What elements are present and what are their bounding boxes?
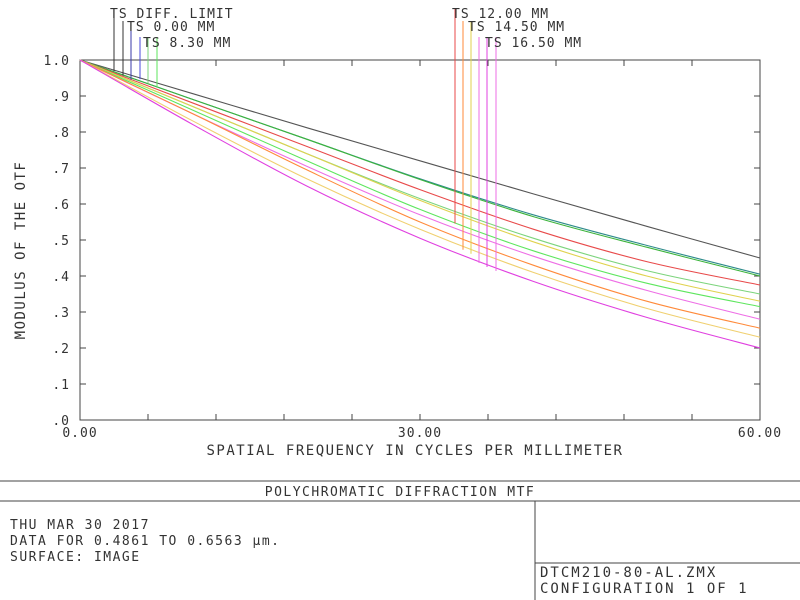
y-tick-label: .5: [52, 234, 70, 249]
footer-file-name: DTCM210-80-AL.ZMX: [540, 565, 718, 581]
y-tick-label: .4: [52, 270, 70, 285]
y-tick-label: .7: [52, 162, 70, 177]
y-tick-label: .0: [52, 414, 70, 429]
footer-date: THU MAR 30 2017: [10, 518, 150, 533]
legend-label: TS 8.30 MM: [143, 36, 231, 51]
y-tick-label: .9: [52, 90, 70, 105]
series-line-10: [79, 59, 761, 338]
legend-label: TS 14.50 MM: [468, 20, 565, 35]
chart-title: POLYCHROMATIC DIFFRACTION MTF: [265, 485, 535, 500]
x-tick-label: 60.00: [738, 426, 782, 441]
plot-frame: [79, 59, 761, 421]
series-line-1: [79, 59, 761, 259]
footer-data-range: DATA FOR 0.4861 TO 0.6563 µm.: [10, 534, 281, 549]
y-tick-label: .8: [52, 126, 70, 141]
y-tick-label: .2: [52, 342, 70, 357]
legend-label: TS 12.00 MM: [452, 7, 549, 22]
y-tick-label: 1.0: [44, 54, 70, 69]
series-line-9: [79, 59, 761, 329]
series-line-6: [79, 59, 761, 302]
y-axis-label: MODULUS OF THE OTF: [13, 161, 29, 340]
legend-label: TS 16.50 MM: [485, 36, 582, 51]
legend-label: TS 0.00 MM: [127, 20, 215, 35]
series-line-2: [79, 59, 761, 275]
y-tick-label: .6: [52, 198, 70, 213]
y-tick-label: .3: [52, 306, 70, 321]
y-tick-label: .1: [52, 378, 70, 393]
grid-lines: [80, 60, 760, 420]
footer-configuration: CONFIGURATION 1 OF 1: [540, 581, 749, 597]
series-line-11: [79, 59, 761, 349]
y-tick-labels: 1.0 .9 .8 .7 .6 .5 .4 .3 .2 .1 .0: [44, 54, 70, 429]
legend-label: TS DIFF. LIMIT: [110, 7, 234, 22]
series-line-3: [79, 59, 761, 277]
x-tick-label: 30.00: [398, 426, 442, 441]
series-line-4: [79, 59, 761, 286]
x-tick-labels: 0.00 30.00 60.00: [62, 426, 782, 441]
x-axis-label: SPATIAL FREQUENCY IN CYCLES PER MILLIMET…: [206, 443, 623, 459]
footer-surface: SURFACE: IMAGE: [10, 550, 141, 565]
series-group: [79, 59, 761, 349]
series-line-7: [79, 59, 761, 308]
x-tick-label: 0.00: [62, 426, 97, 441]
